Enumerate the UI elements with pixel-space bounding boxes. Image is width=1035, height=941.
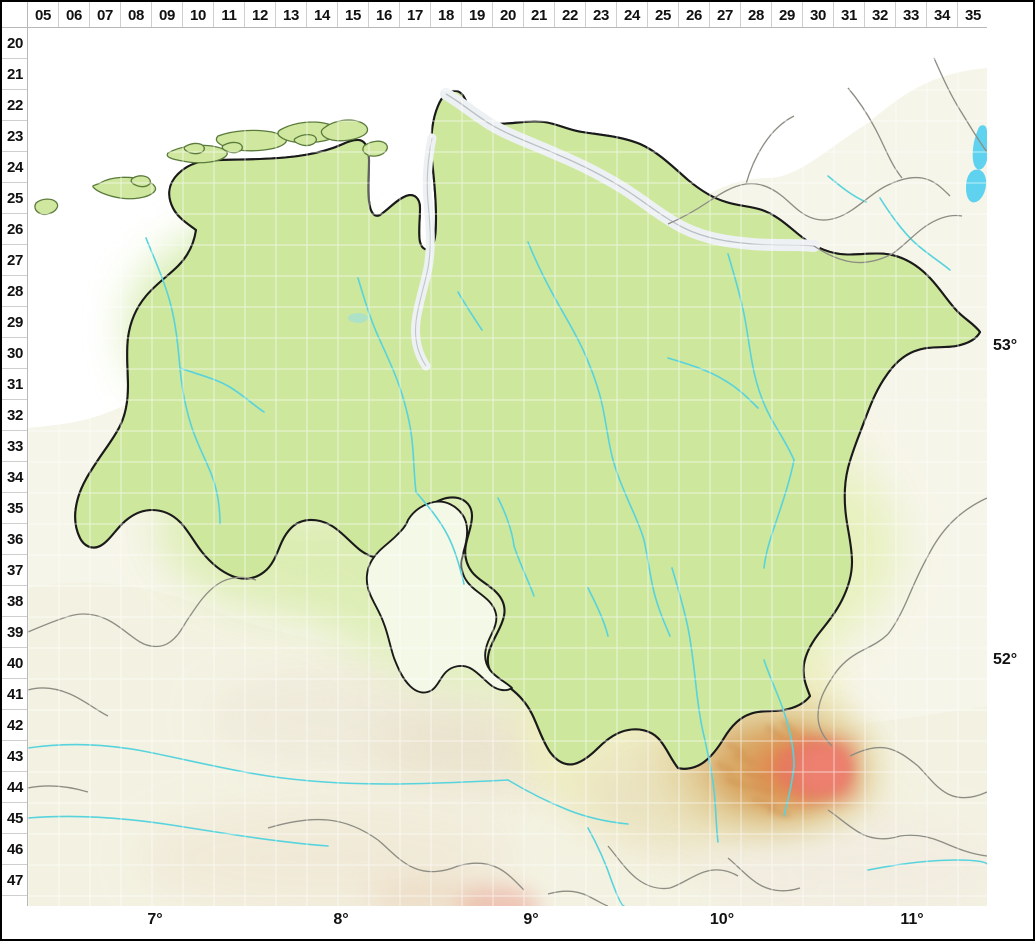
ruler-top-tick-33[interactable]: 33 (896, 2, 927, 27)
ruler-left-tick-38[interactable]: 38 (2, 586, 27, 617)
ruler-top-tick-25[interactable]: 25 (648, 2, 679, 27)
ruler-left-tick-41[interactable]: 41 (2, 679, 27, 710)
ruler-top-tick-05[interactable]: 05 (28, 2, 59, 27)
weser-estuary-line (414, 137, 433, 367)
ruler-left-tick-29[interactable]: 29 (2, 307, 27, 338)
ruler-left-tick-26[interactable]: 26 (2, 214, 27, 245)
south-relief-pocket-2 (368, 880, 488, 906)
ruler-top-tick-20[interactable]: 20 (493, 2, 524, 27)
ruler-left-tick-33[interactable]: 33 (2, 431, 27, 462)
ruler-left-tick-42[interactable]: 42 (2, 710, 27, 741)
longitude-label-7: 7° (147, 911, 163, 928)
ruler-top-tick-31[interactable]: 31 (834, 2, 865, 27)
ruler-left-tick-36[interactable]: 36 (2, 524, 27, 555)
ruler-top-tick-09[interactable]: 09 (152, 2, 183, 27)
elbe-river-line (445, 93, 815, 247)
ruler-top-tick-24[interactable]: 24 (617, 2, 648, 27)
longitude-label-9: 9° (523, 911, 539, 928)
ruler-left-tick-31[interactable]: 31 (2, 369, 27, 400)
small-lake (348, 313, 368, 323)
ruler-top-tick-06[interactable]: 06 (59, 2, 90, 27)
ruler-left-tick-23[interactable]: 23 (2, 121, 27, 152)
ruler-top-tick-11[interactable]: 11 (214, 2, 245, 27)
ruler-left-tick-37[interactable]: 37 (2, 555, 27, 586)
ruler-top-tick-26[interactable]: 26 (679, 2, 710, 27)
ruler-top-tick-15[interactable]: 15 (338, 2, 369, 27)
longitude-label-11: 11° (900, 911, 924, 928)
ruler-left-tick-35[interactable]: 35 (2, 493, 27, 524)
ruler-top-tick-07[interactable]: 07 (90, 2, 121, 27)
ruler-top-tick-14[interactable]: 14 (307, 2, 338, 27)
ruler-top-tick-08[interactable]: 08 (121, 2, 152, 27)
ruler-left-tick-27[interactable]: 27 (2, 245, 27, 276)
ruler-left-tick-22[interactable]: 22 (2, 90, 27, 121)
ruler-top-tick-16[interactable]: 16 (369, 2, 400, 27)
ruler-left-tick-40[interactable]: 40 (2, 648, 27, 679)
ruler-left-tick-21[interactable]: 21 (2, 59, 27, 90)
ruler-left-tick-44[interactable]: 44 (2, 772, 27, 803)
ruler-left-tick-28[interactable]: 28 (2, 276, 27, 307)
east-frisian-islands[interactable] (34, 119, 388, 216)
ruler-top-tick-32[interactable]: 32 (865, 2, 896, 27)
ruler-top-tick-19[interactable]: 19 (462, 2, 493, 27)
ruler-top-tick-13[interactable]: 13 (276, 2, 307, 27)
ruler-left-tick-20[interactable]: 20 (2, 28, 27, 59)
ruler-left-tick-46[interactable]: 46 (2, 834, 27, 865)
ruler-top-tick-29[interactable]: 29 (772, 2, 803, 27)
ruler-left-tick-30[interactable]: 30 (2, 338, 27, 369)
ruler-left-tick-25[interactable]: 25 (2, 183, 27, 214)
ruler-left-tick-43[interactable]: 43 (2, 741, 27, 772)
latitude-label-53: 53° (993, 337, 1018, 354)
bremen-enclave[interactable] (365, 500, 513, 694)
ruler-left-tick-34[interactable]: 34 (2, 462, 27, 493)
latitude-axis: 53° 52° (987, 28, 1033, 906)
longitude-label-8: 8° (333, 911, 349, 928)
ruler-left-tick-45[interactable]: 45 (2, 803, 27, 834)
ruler-left-tick-39[interactable]: 39 (2, 617, 27, 648)
map-grid-overlay (28, 28, 987, 906)
ruler-top-tick-27[interactable]: 27 (710, 2, 741, 27)
ruler-left[interactable]: 20 21 22 23 24 25 26 27 28 29 30 31 32 33 34 35 36 37 38 39… (2, 28, 28, 906)
map-canvas (28, 28, 987, 906)
ruler-top-tick-17[interactable]: 17 (400, 2, 431, 27)
ruler-top-tick-34[interactable]: 34 (927, 2, 958, 27)
map-viewport[interactable] (28, 28, 987, 906)
ruler-top-tick-18[interactable]: 18 (431, 2, 462, 27)
ruler-left-tick-24[interactable]: 24 (2, 152, 27, 183)
ruler-top-tick-10[interactable]: 10 (183, 2, 214, 27)
ruler-left-tick-32[interactable]: 32 (2, 400, 27, 431)
ruler-top-tick-21[interactable]: 21 (524, 2, 555, 27)
ruler-top-tick-23[interactable]: 23 (586, 2, 617, 27)
ruler-top-tick-28[interactable]: 28 (741, 2, 772, 27)
ruler-top-tick-12[interactable]: 12 (245, 2, 276, 27)
ruler-corner (2, 2, 28, 28)
latitude-label-52: 52° (993, 651, 1018, 668)
ruler-top-tick-35[interactable]: 35 (958, 2, 987, 27)
ruler-left-tick-47[interactable]: 47 (2, 865, 27, 896)
ruler-top-tick-22[interactable]: 22 (555, 2, 586, 27)
longitude-axis: 7° 8° 9° 10° 11° (2, 906, 1033, 939)
ruler-top[interactable]: 05 06 07 08 09 10 11 12 13 14 15 16 17 18 19 20 21 22 23 24… (28, 2, 987, 28)
ruler-top-tick-30[interactable]: 30 (803, 2, 834, 27)
longitude-label-10: 10° (709, 911, 735, 928)
